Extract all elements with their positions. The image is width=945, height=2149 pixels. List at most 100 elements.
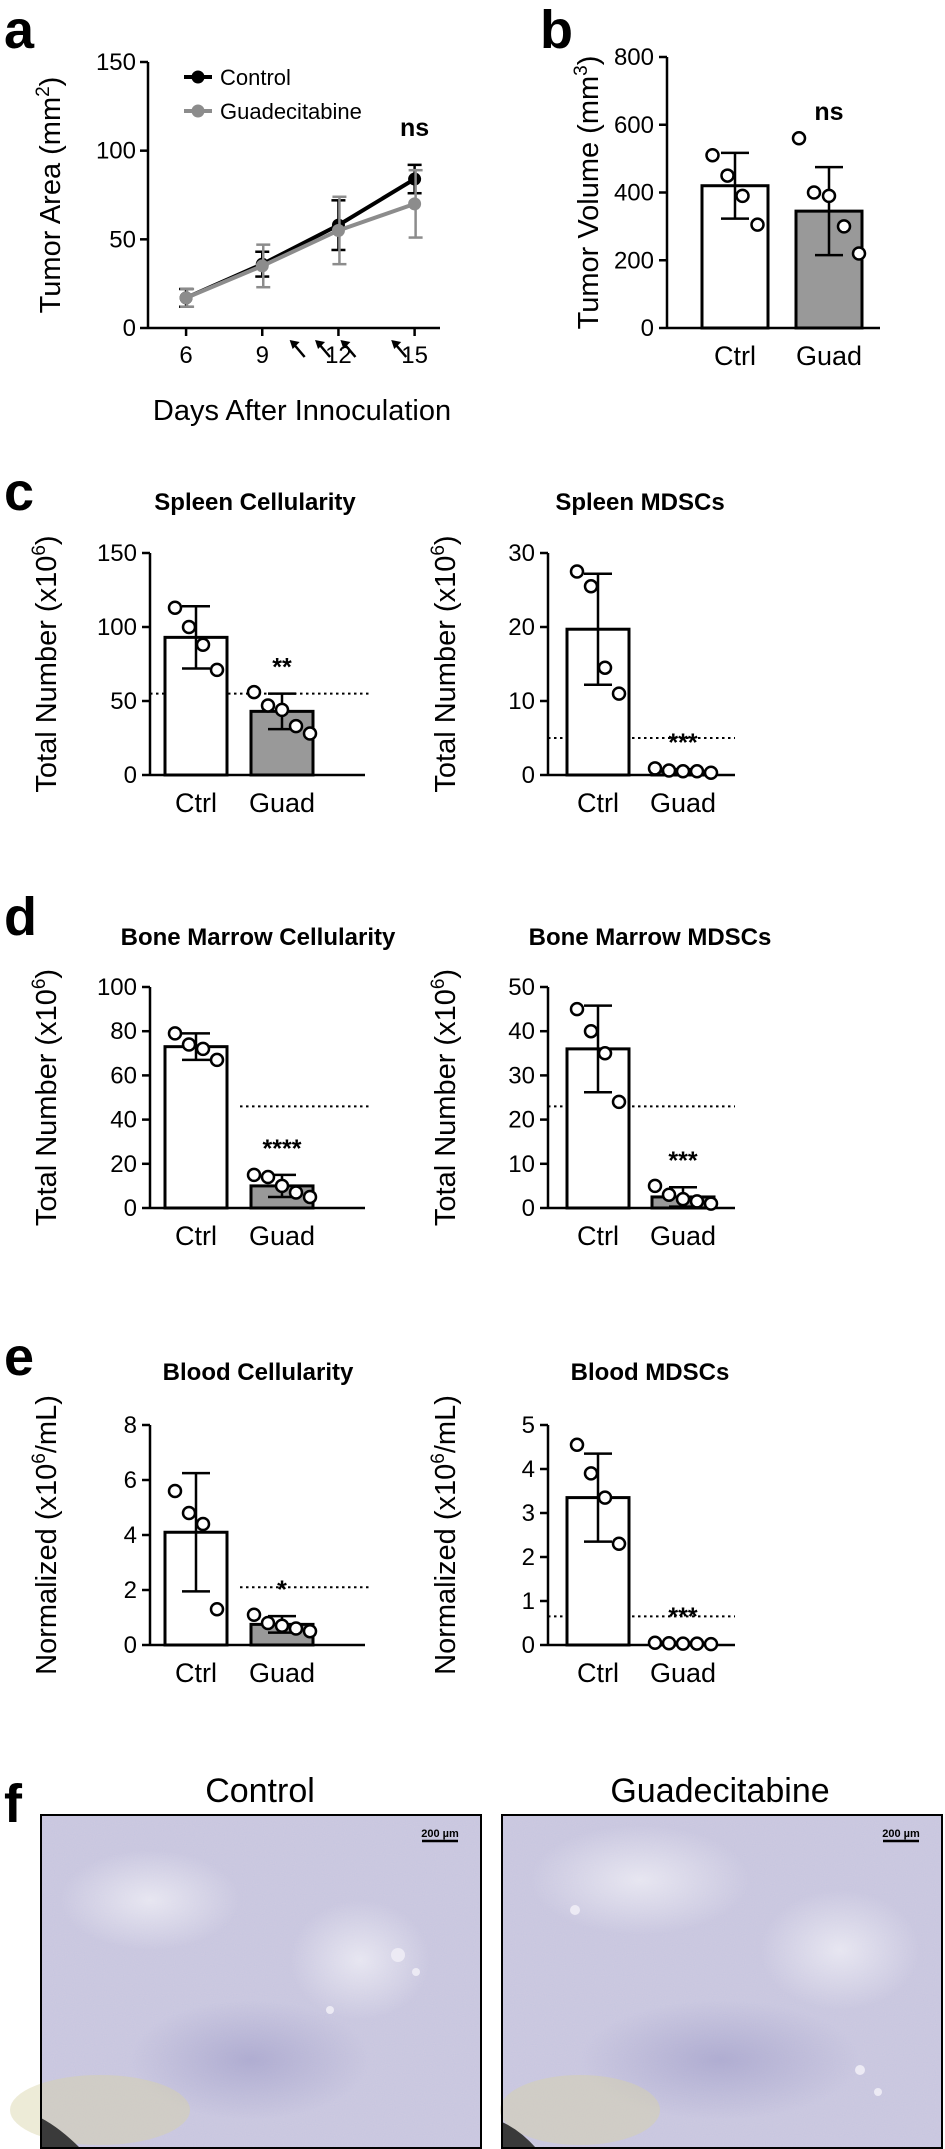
data-point bbox=[647, 761, 663, 776]
x-category-label: Guad bbox=[650, 1221, 716, 1251]
data-point bbox=[647, 1178, 663, 1194]
y-tick-label: 30 bbox=[508, 1062, 535, 1089]
data-point bbox=[750, 217, 765, 232]
y-tick-label: 6 bbox=[124, 1467, 137, 1494]
data-point bbox=[661, 1187, 677, 1202]
y-axis-label: Tumor Volume (mm3) bbox=[571, 56, 605, 330]
data-point bbox=[720, 168, 735, 183]
data-point bbox=[274, 702, 290, 718]
y-tick-label: 80 bbox=[110, 1018, 137, 1045]
data-point bbox=[246, 1167, 262, 1183]
chart-title: Bone Marrow MDSCs bbox=[529, 924, 772, 951]
legend-label: Control bbox=[220, 65, 291, 90]
y-axis-label: Normalized (x106/mL) bbox=[428, 1395, 462, 1675]
x-category-label: Guad bbox=[249, 788, 315, 818]
data-point bbox=[302, 1189, 318, 1205]
y-axis-label: Total Number (x106) bbox=[29, 969, 63, 1226]
chart-title: Blood MDSCs bbox=[571, 1359, 730, 1386]
y-tick-label: 40 bbox=[508, 1018, 535, 1045]
data-point bbox=[302, 726, 318, 741]
y-tick-label: 4 bbox=[522, 1456, 535, 1483]
y-tick-label: 50 bbox=[109, 226, 136, 253]
panel-label-a: a bbox=[4, 0, 35, 60]
y-tick-label: 50 bbox=[508, 974, 535, 1001]
data-point bbox=[689, 764, 705, 779]
data-point bbox=[675, 764, 691, 779]
data-point bbox=[209, 1052, 225, 1068]
data-point bbox=[209, 1602, 225, 1617]
guadecitabine-scale-bar-label: 200 µm bbox=[882, 1828, 920, 1840]
x-axis-label: Days After Innoculation bbox=[153, 395, 451, 427]
data-point bbox=[260, 1169, 276, 1185]
data-point bbox=[611, 1094, 627, 1110]
x-category-label: Ctrl bbox=[577, 1658, 619, 1688]
data-point bbox=[288, 1185, 304, 1200]
data-point bbox=[597, 1046, 613, 1061]
blood-mdscs-bar-chart: Blood MDSCs 0 1 2 3 4 5 Normalized (x106/mL) Ctr… bbox=[428, 1359, 735, 1688]
y-tick-label: 0 bbox=[124, 1195, 137, 1222]
x-category-label: Guad bbox=[249, 1221, 315, 1251]
legend-marker bbox=[191, 104, 205, 118]
data-point bbox=[791, 131, 807, 146]
data-point bbox=[274, 1618, 290, 1633]
data-point bbox=[851, 246, 867, 261]
y-axis-label: Total Number (x106) bbox=[428, 535, 462, 792]
y-tick-label: 60 bbox=[110, 1062, 137, 1089]
y-tick-label: 20 bbox=[508, 614, 535, 641]
legend-marker bbox=[191, 70, 205, 84]
x-category-label: Ctrl bbox=[175, 1658, 217, 1688]
y-tick-label: 100 bbox=[97, 974, 137, 1001]
y-tick-label: 400 bbox=[614, 180, 654, 207]
y-tick-label: 10 bbox=[508, 1151, 535, 1178]
panel-label-f: f bbox=[4, 1774, 23, 1834]
y-tick-label: 5 bbox=[522, 1412, 535, 1439]
data-point bbox=[703, 1196, 719, 1211]
data-point bbox=[735, 188, 750, 204]
data-point bbox=[821, 188, 837, 204]
guadecitabine-image-title: Guadecitabine bbox=[610, 1772, 829, 1810]
x-category-label: Guad bbox=[796, 341, 862, 371]
treatment-arrow-head bbox=[340, 340, 351, 349]
data-point bbox=[209, 662, 225, 678]
data-point bbox=[167, 600, 183, 616]
data-point bbox=[611, 1536, 627, 1552]
data-point bbox=[569, 564, 585, 579]
x-category-label: Guad bbox=[249, 1658, 315, 1688]
panel-label-d: d bbox=[4, 887, 37, 947]
data-point bbox=[661, 763, 677, 778]
x-category-label: Ctrl bbox=[577, 788, 619, 818]
y-axis-label: Total Number (x106) bbox=[428, 969, 462, 1226]
y-tick-label: 3 bbox=[522, 1500, 535, 1527]
y-tick-label: 8 bbox=[124, 1412, 137, 1439]
control-image-title: Control bbox=[205, 1772, 315, 1810]
data-point bbox=[703, 1636, 719, 1652]
data-point bbox=[167, 1483, 183, 1499]
y-tick-label: 150 bbox=[97, 540, 137, 567]
significance-marker: ** bbox=[272, 654, 292, 682]
chart-title: Blood Cellularity bbox=[163, 1359, 354, 1386]
bone-marrow-cellularity-bar-chart: Bone Marrow Cellularity 0 20 40 60 80 100 Total… bbox=[29, 924, 396, 1251]
control-scale-bar-label: 200 µm bbox=[421, 1828, 459, 1840]
chart-title: Spleen MDSCs bbox=[555, 489, 724, 516]
data-point bbox=[331, 223, 345, 237]
data-point bbox=[167, 1026, 183, 1041]
data-point bbox=[583, 1023, 599, 1039]
y-tick-label: 20 bbox=[110, 1151, 137, 1178]
y-tick-label: 0 bbox=[124, 1632, 137, 1659]
x-category-label: Ctrl bbox=[714, 341, 756, 371]
data-point bbox=[689, 1194, 705, 1209]
y-tick-label: 100 bbox=[96, 138, 136, 165]
y-tick-label: 4 bbox=[124, 1522, 137, 1549]
significance-marker: *** bbox=[668, 729, 697, 757]
blood-cellularity-bar-chart: Blood Cellularity 0 2 4 6 8 Normalized (x106/m… bbox=[29, 1359, 370, 1688]
data-point bbox=[179, 291, 193, 305]
significance-marker: *** bbox=[668, 1147, 697, 1175]
x-category-label: Ctrl bbox=[175, 1221, 217, 1251]
y-tick-label: 600 bbox=[614, 112, 654, 139]
panel-label-b: b bbox=[540, 0, 573, 60]
guadecitabine-series-line bbox=[185, 201, 416, 300]
guadecitabine-histology-image: 200 µm bbox=[500, 1814, 943, 2149]
data-point bbox=[195, 1516, 211, 1532]
